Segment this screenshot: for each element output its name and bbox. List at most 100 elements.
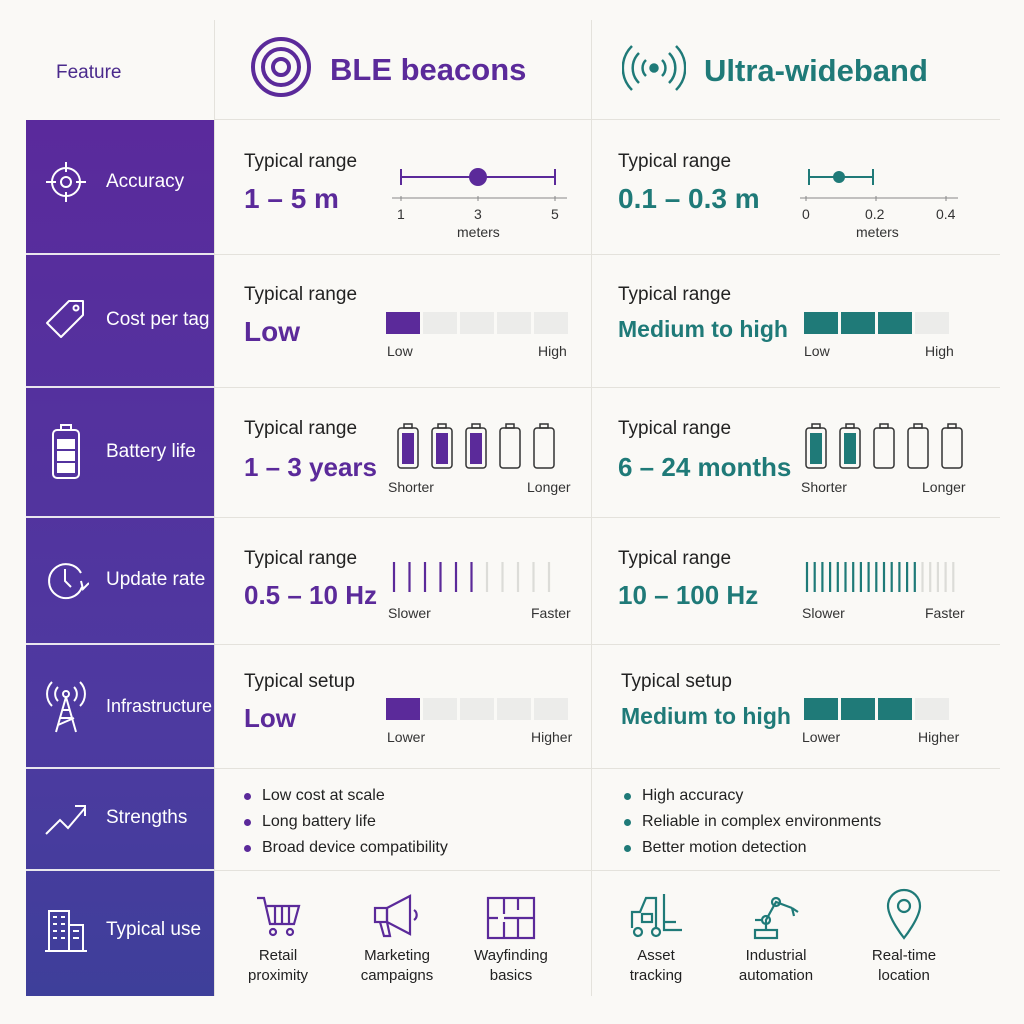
accuracy-uwb-point [833,171,845,183]
sidebar-label: Typical use [106,919,202,940]
use-label-line1: Real-time [871,947,937,964]
sidebar-divider [26,643,214,645]
battery-cell-icon [839,423,861,469]
ble-target-icon [250,36,312,103]
divider [214,768,1000,769]
scale-low-label: Slower [388,605,431,621]
divider [214,119,1000,120]
sidebar-label: Accuracy [106,171,185,192]
scale-segment [423,698,457,720]
use-label-line1: Asset [637,947,675,964]
scale-low-label: Low [387,343,413,359]
sidebar-item-update: Update rate [26,548,214,612]
battery-icon [26,424,106,480]
scale-segment [497,698,531,720]
update-uwb-caption: Typical range [618,548,732,569]
cost-uwb-value: Medium to high [618,316,788,342]
use-marketing: Marketing campaigns [342,882,452,986]
battery-uwb-caption: Typical range [618,418,732,439]
battery-uwb-gauge [805,423,963,469]
scale-segment [915,698,949,720]
accuracy-ble-value: 1 – 5 m [244,183,339,214]
infra-ble-caption: Typical setup [244,671,355,692]
use-label-line1: Marketing [364,947,430,964]
scale-high-label: High [925,343,954,359]
scale-low-label: Shorter [388,479,434,495]
battery-cell-icon [465,423,487,469]
sidebar-divider [26,869,214,871]
uwb-title: Ultra-wideband [704,52,928,88]
location-pin-icon [849,882,959,940]
ble-title: BLE beacons [330,51,527,87]
sidebar-divider [26,253,214,255]
scale-segment [804,698,838,720]
tick-label: 0.2 [865,206,885,222]
divider [214,517,1000,518]
use-industrial-automation: Industrial automation [721,882,831,986]
scale-segment [878,312,912,334]
use-asset-tracking: Asset tracking [601,882,711,986]
use-retail: Retail proximity [223,882,333,986]
scale-segment [386,698,420,720]
scale-low-label: Low [804,343,830,359]
infra-uwb-caption: Typical setup [621,671,732,692]
use-label-line2: location [878,967,930,984]
tick-label: 0 [802,206,810,222]
sidebar-label: Cost per tag [106,309,210,330]
battery-cell-icon [533,423,555,469]
list-item: Long battery life [244,813,448,831]
sidebar-item-cost: Cost per tag [26,288,214,352]
shopping-cart-icon [223,882,333,940]
scale-high-label: Longer [922,479,966,495]
robot-arm-icon [721,882,831,940]
scale-segment [497,312,531,334]
scale-segment [804,312,838,334]
scale-high-label: Longer [527,479,571,495]
scale-segment [915,312,949,334]
antenna-tower-icon [26,678,106,734]
use-realtime-location: Real-time location [849,882,959,986]
battery-cell-icon [499,423,521,469]
feature-sidebar [26,120,214,996]
scale-low-label: Slower [802,605,845,621]
cost-ble-value: Low [244,316,300,347]
ble-header: BLE beacons [250,36,526,103]
use-label-line1: Wayfinding [474,947,548,964]
battery-ble-caption: Typical range [244,418,358,439]
accuracy-ble-scale [392,168,567,201]
divider [214,387,1000,388]
sidebar-label: Strengths [106,807,188,828]
update-ble-gauge [392,562,551,592]
uwb-header: Ultra-wideband [621,36,928,105]
forklift-icon [601,882,711,940]
scale-segment [878,698,912,720]
scale-high-label: High [538,343,567,359]
battery-cell-icon [907,423,929,469]
scale-segment [534,698,568,720]
sidebar-divider [26,386,214,388]
battery-cell-icon [431,423,453,469]
use-label-line2: basics [489,967,533,984]
divider [214,644,1000,645]
sidebar-item-strengths: Strengths [26,786,214,850]
divider [214,870,1000,871]
accuracy-ble-caption: Typical range [244,151,358,172]
battery-cell-icon [873,423,895,469]
scale-high-label: Higher [918,729,960,745]
use-label-line2: proximity [247,967,308,984]
use-label-line1: Retail [258,947,298,964]
battery-ble-value: 1 – 3 years [244,452,378,482]
sidebar-item-battery: Battery life [26,420,214,484]
cost-ble-caption: Typical range [244,284,358,305]
tick-label: 5 [551,206,559,222]
uwb-signal-icon [621,36,687,105]
sidebar-item-infrastructure: Infrastructure [26,674,214,738]
divider [591,20,592,996]
sidebar-label: Battery life [106,441,196,462]
battery-cell-icon [805,423,827,469]
update-ble-value: 0.5 – 10 Hz [244,580,377,610]
scale-segment [534,312,568,334]
sidebar-label: Infrastructure [106,695,213,716]
battery-uwb-value: 6 – 24 months [618,452,792,482]
